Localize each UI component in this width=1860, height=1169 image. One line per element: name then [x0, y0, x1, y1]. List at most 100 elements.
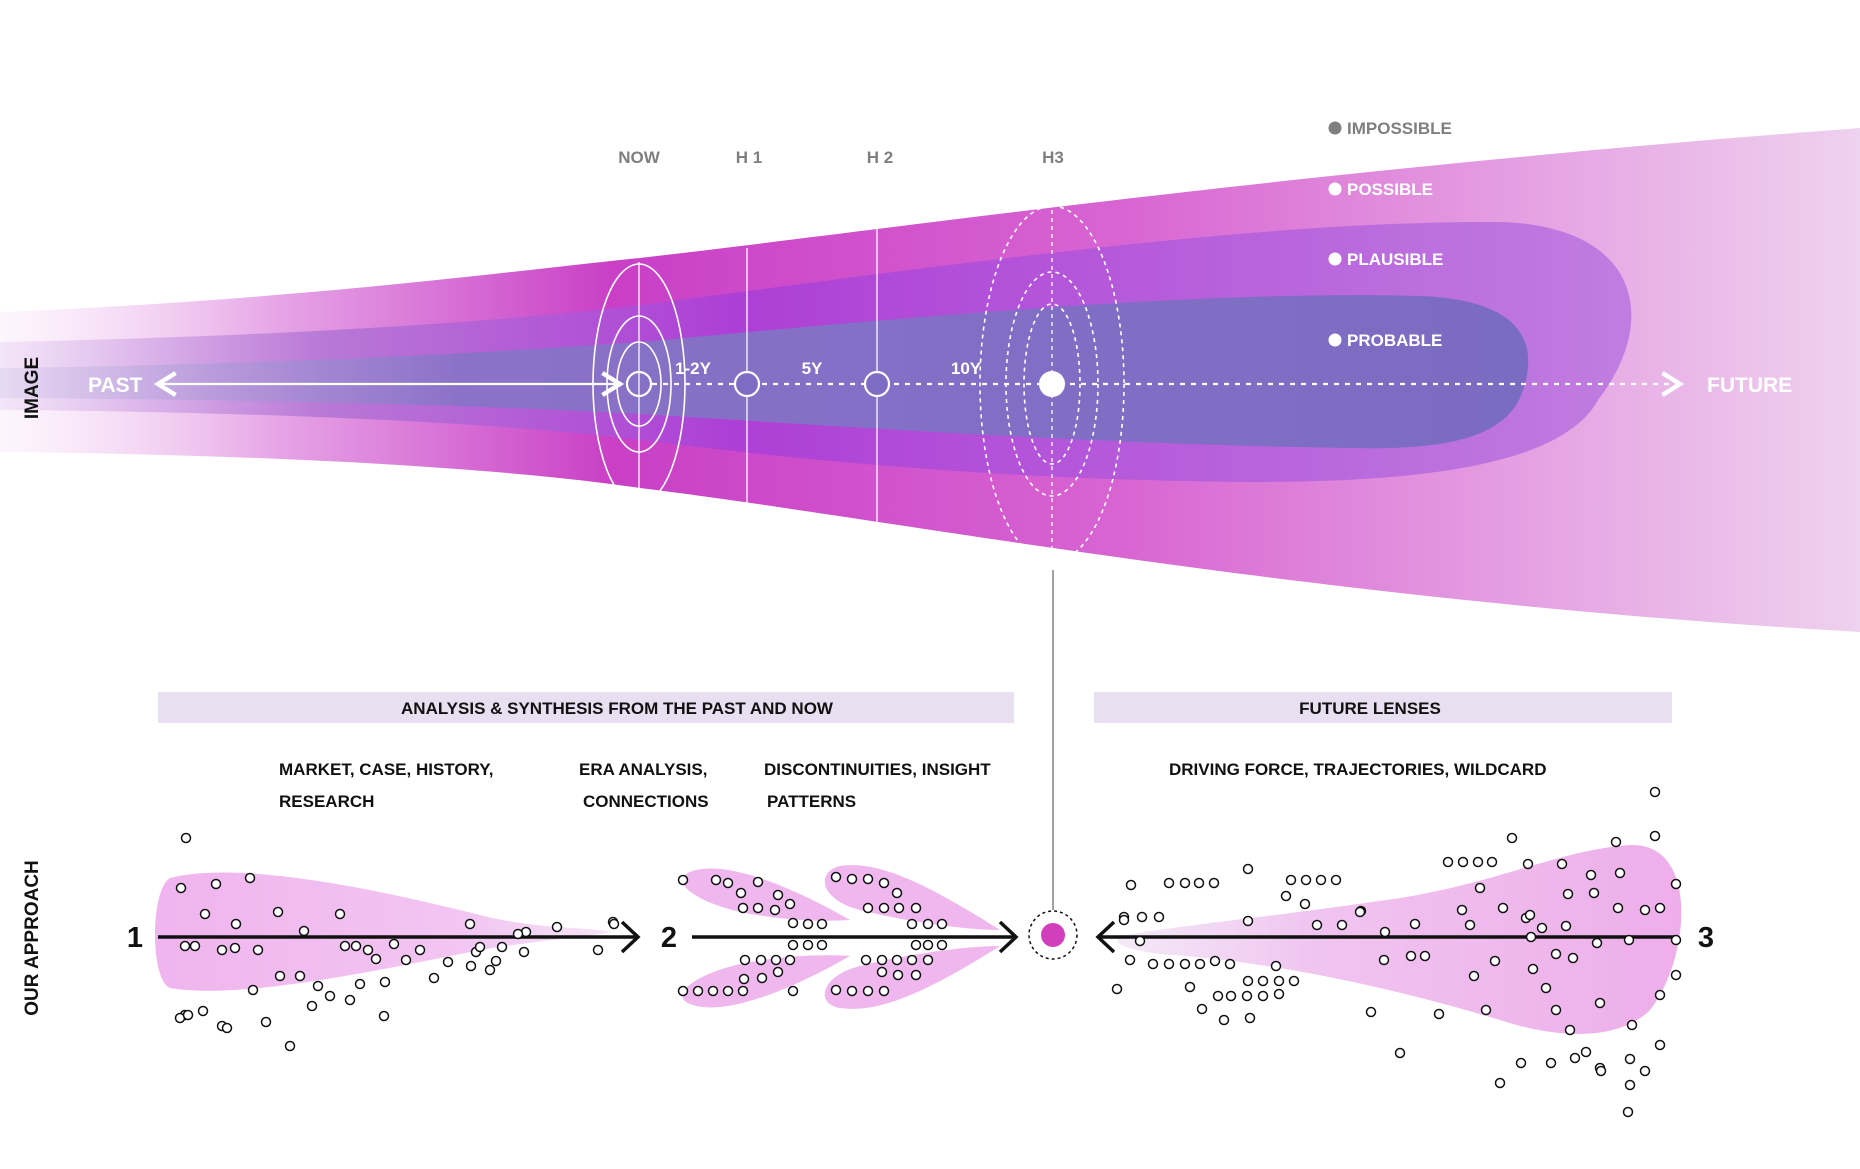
scatter-dot — [892, 969, 904, 981]
legend-plausible: PLAUSIBLE — [1347, 250, 1443, 269]
scatter-dot — [378, 1010, 390, 1022]
scatter-dot — [1624, 1079, 1636, 1091]
scatter-dot — [752, 902, 764, 914]
scatter-dot — [772, 966, 784, 978]
scatter-dot — [910, 902, 922, 914]
scatter-dot — [1208, 877, 1220, 889]
scatter-dot — [1193, 877, 1205, 889]
scatter-dot — [1654, 989, 1666, 1001]
scatter-dot — [1379, 926, 1391, 938]
scatter-dot — [910, 939, 922, 951]
scatter-dot — [906, 954, 918, 966]
scatter-dot — [490, 955, 502, 967]
scatter-dot — [1153, 911, 1165, 923]
scatter-dot — [592, 944, 604, 956]
scatter-dot — [1486, 856, 1498, 868]
scatter-dot — [1311, 919, 1323, 931]
interval-5y: 5Y — [802, 359, 823, 378]
marker-h3: H3 — [1042, 148, 1064, 167]
scatter-dot — [1515, 1057, 1527, 1069]
scatter-dot — [370, 953, 382, 965]
scatter-dot — [784, 954, 796, 966]
scatter-dot — [1624, 1053, 1636, 1065]
image-section-label: IMAGE — [22, 357, 43, 419]
scatter-dot — [306, 1000, 318, 1012]
scatter-dot — [860, 954, 872, 966]
analysis-bar-label: ANALYSIS & SYNTHESIS FROM THE PAST AND N… — [401, 699, 834, 718]
scatter-dot — [1257, 975, 1269, 987]
scatter-dot — [230, 918, 242, 930]
scatter-dot — [677, 874, 689, 886]
scatter-dot — [787, 985, 799, 997]
scatter-dot — [752, 876, 764, 888]
approach-section-label: OUR APPROACH — [22, 860, 43, 1016]
scatter-dot — [910, 969, 922, 981]
scatter-dot — [608, 918, 620, 930]
scatter-dot — [221, 1022, 233, 1034]
scatter-dot — [722, 877, 734, 889]
scatter-dot — [1480, 1004, 1492, 1016]
scatter-dot — [1562, 888, 1574, 900]
scatter-dot — [737, 902, 749, 914]
scatter-dot — [1111, 983, 1123, 995]
scatter-dot — [1118, 914, 1130, 926]
scatter-dot — [1354, 906, 1366, 918]
legend-probable: PROBABLE — [1347, 331, 1442, 350]
scatter-dot — [1564, 1024, 1576, 1036]
scatter-dot — [891, 887, 903, 899]
scatter-dot — [1468, 970, 1480, 982]
scatter-dot — [274, 970, 286, 982]
interval-1-2y: 1-2Y — [675, 359, 712, 378]
scatter-dot — [272, 906, 284, 918]
step1-blob — [155, 872, 612, 991]
step3-blob — [1117, 844, 1682, 1034]
scatter-dot — [1194, 958, 1206, 970]
scatter-dot — [878, 985, 890, 997]
scatter-dot — [551, 921, 563, 933]
marker-h1: H 1 — [736, 148, 762, 167]
scatter-dot — [1595, 1065, 1607, 1077]
scatter-dot — [677, 985, 689, 997]
past-label: PAST — [88, 374, 143, 397]
now-node — [625, 370, 653, 398]
step2-desc-line1: ERA ANALYSIS, — [579, 760, 707, 779]
scatter-dot — [1560, 920, 1572, 932]
step2b-desc-line1: DISCONTINUITIES, INSIGHT — [764, 760, 991, 779]
scatter-dot — [755, 954, 767, 966]
focal-point — [1028, 910, 1078, 960]
legend-impossible: IMPOSSIBLE — [1347, 119, 1452, 138]
scatter-dot — [1464, 919, 1476, 931]
scatter-dot — [1299, 898, 1311, 910]
scatter-dot — [1433, 1008, 1445, 1020]
scatter-dot — [738, 973, 750, 985]
scatter-dot — [770, 954, 782, 966]
scatter-dot — [1242, 975, 1254, 987]
scatter-dot — [1556, 858, 1568, 870]
scatter-dot — [1670, 934, 1682, 946]
scatter-dot — [936, 918, 948, 930]
scatter-dot — [1456, 904, 1468, 916]
scatter-dot — [379, 976, 391, 988]
scatter-dot — [324, 990, 336, 1002]
scatter-dot — [1241, 990, 1253, 1002]
scatter-dot — [1639, 904, 1651, 916]
scatter-dot — [1654, 902, 1666, 914]
scatter-dot — [739, 954, 751, 966]
scatter-dot — [1257, 990, 1269, 1002]
scatter-dot — [512, 928, 524, 940]
scatter-dot — [1524, 909, 1536, 921]
scatter-dot — [1536, 922, 1548, 934]
scatter-dot — [1626, 1019, 1638, 1031]
legend-dot-impossible — [1328, 121, 1342, 135]
scatter-dot — [1196, 1003, 1208, 1015]
scatter-dot — [922, 954, 934, 966]
scatter-dot — [830, 984, 842, 996]
scatter-dot — [1225, 990, 1237, 1002]
scatter-dot — [1506, 832, 1518, 844]
scatter-dot — [216, 944, 228, 956]
scatter-dot — [1179, 877, 1191, 889]
interval-10y: 10Y — [951, 359, 982, 378]
scatter-dot — [428, 972, 440, 984]
scatter-dot — [1336, 919, 1348, 931]
scatter-dot — [1522, 858, 1534, 870]
